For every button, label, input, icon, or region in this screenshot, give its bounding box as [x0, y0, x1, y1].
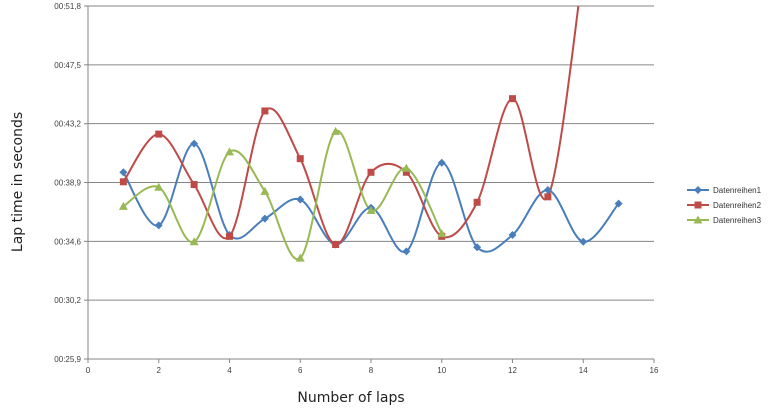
data-point-series-2	[332, 241, 340, 249]
data-point-series-3	[295, 253, 305, 262]
data-point-series-1	[402, 247, 411, 256]
legend-label: Datenreihen1	[713, 186, 762, 195]
x-tick-label: 0	[86, 366, 91, 375]
data-point-series-3	[437, 229, 447, 238]
data-point-series-1	[154, 221, 163, 230]
data-point-series-3	[225, 147, 234, 156]
x-tick-label: 2	[157, 366, 162, 375]
x-axis-title: Number of laps	[297, 390, 404, 406]
series-lines	[122, 6, 620, 261]
data-point-series-2	[473, 198, 481, 206]
data-point-series-2	[296, 155, 304, 163]
x-tick-label: 16	[650, 366, 659, 375]
data-point-series-2	[155, 130, 163, 138]
data-point-series-1	[260, 214, 269, 223]
legend-item-2: Datenreihen2	[687, 201, 762, 210]
y-tick-label: 00:43,2	[54, 120, 81, 129]
y-tick-label: 00:25,9	[54, 355, 81, 364]
gridlines	[88, 5, 654, 301]
data-point-series-1	[119, 168, 128, 177]
data-point-series-3	[401, 163, 411, 172]
series-line-3	[122, 130, 443, 261]
legend-label: Datenreihen3	[713, 216, 762, 225]
data-point-series-1	[614, 199, 623, 208]
data-point-series-3	[118, 201, 128, 210]
y-tick-label: 00:47,5	[54, 61, 81, 70]
data-point-series-1	[473, 243, 482, 252]
y-tick-label: 00:30,2	[54, 296, 81, 305]
data-point-series-1	[543, 185, 552, 194]
legend-item-3: Datenreihen3	[687, 215, 762, 225]
data-point-series-1	[190, 139, 199, 148]
data-point-series-1	[579, 237, 588, 246]
data-point-series-2	[367, 168, 375, 176]
data-point-series-2	[402, 168, 410, 176]
x-tick-label: 8	[369, 366, 374, 375]
series-line-2	[122, 6, 580, 246]
legend-marker	[694, 186, 702, 194]
data-point-series-1	[437, 158, 446, 167]
x-tick-label: 12	[508, 366, 517, 375]
data-point-series-1	[296, 195, 305, 204]
data-point-series-2	[190, 181, 198, 189]
y-tick-labels: 00:25,9 00:30,2 00:34,6 00:38,9 00:43,2 00:47…	[54, 2, 88, 364]
data-point-series-3	[260, 186, 270, 195]
data-point-series-3	[189, 237, 199, 246]
series-line-1	[122, 142, 620, 253]
legend-label: Datenreihen2	[713, 201, 762, 210]
x-tick-labels: 0 2 4 6 8 10 12 14 16	[86, 359, 659, 375]
x-tick-label: 10	[437, 366, 446, 375]
data-point-series-2	[119, 178, 127, 186]
legend-marker	[693, 215, 703, 224]
data-point-series-3	[331, 126, 341, 135]
y-tick-label: 00:51,8	[54, 2, 81, 11]
x-tick-label: 4	[227, 366, 232, 375]
series-markers	[118, 95, 623, 262]
data-point-series-1	[508, 230, 517, 239]
data-point-series-3	[366, 205, 376, 214]
x-tick-label: 6	[298, 366, 303, 375]
y-axis-title: Lap time in seconds	[10, 112, 26, 252]
data-point-series-2	[544, 193, 552, 201]
data-point-series-2	[226, 232, 233, 240]
legend-marker	[694, 201, 702, 209]
legend-item-1: Datenreihen1	[687, 186, 762, 195]
y-tick-label: 00:38,9	[54, 179, 81, 188]
x-tick-label: 14	[579, 366, 588, 375]
data-point-series-2	[509, 95, 516, 103]
data-point-series-3	[154, 182, 164, 191]
y-tick-label: 00:34,6	[54, 237, 81, 246]
legend: Datenreihen1 Datenreihen2 Datenreihen3	[687, 186, 762, 225]
data-point-series-2	[261, 107, 269, 115]
